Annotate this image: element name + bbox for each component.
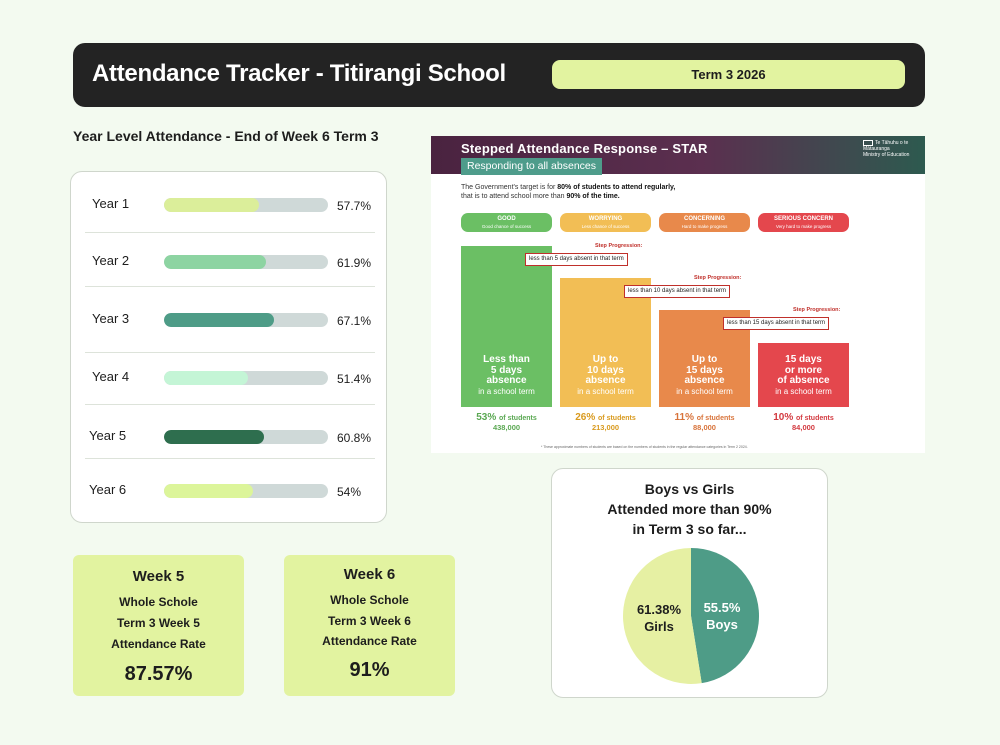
- column-note: in a school term: [461, 387, 552, 397]
- year-progress-fill: [164, 198, 259, 212]
- pie-slice-label: Boys: [706, 617, 738, 632]
- student-stat: 26% of students 213,000: [560, 412, 651, 432]
- week-title: Week 5: [73, 568, 244, 585]
- week-rate-card: Week 5 Whole Schole Term 3 Week 5 Attendanc…: [73, 555, 244, 696]
- year-progress-track: [164, 198, 328, 212]
- week-line: Attendance Rate: [73, 637, 244, 651]
- year-percent: 60.8%: [337, 430, 371, 446]
- column-note: in a school term: [758, 387, 849, 397]
- column-note: in a school term: [659, 387, 750, 397]
- category-pill: GOOD Good chance of success: [461, 213, 552, 232]
- page-title: Attendance Tracker - Titirangi School: [92, 60, 506, 88]
- year-percent: 61.9%: [337, 255, 371, 271]
- week-rate-value: 91%: [284, 659, 455, 682]
- student-stat: 53% of students 438,000: [461, 412, 552, 432]
- ministry-logo: Te Tāhuhu o te Mātauranga Ministry of Edu…: [863, 140, 925, 158]
- year-progress-track: [164, 255, 328, 269]
- column-heading: Less than 5 days absence: [461, 355, 552, 387]
- pie-chart: 55.5% Boys 61.38% Girls: [552, 469, 829, 699]
- year-progress-track: [164, 371, 328, 385]
- term-badge[interactable]: Term 3 2026: [552, 60, 905, 89]
- year-percent: 57.7%: [337, 198, 371, 214]
- row-divider: [85, 458, 375, 459]
- week-line: Whole Schole: [284, 593, 455, 607]
- year-label: Year 2: [92, 253, 129, 269]
- absence-column: 15 days or more of absence in a school term: [758, 343, 849, 407]
- year-label: Year 3: [92, 311, 129, 327]
- step-progression-box: less than 10 days absent in that term: [624, 285, 730, 298]
- week-line: Term 3 Week 6: [284, 614, 455, 628]
- row-divider: [85, 352, 375, 353]
- star-subtitle: Responding to all absences: [461, 158, 602, 175]
- step-progression-box: less than 15 days absent in that term: [723, 317, 829, 330]
- week-rate-card: Week 6 Whole Schole Term 3 Week 6 Attendanc…: [284, 555, 455, 696]
- year-label: Year 5: [89, 428, 126, 444]
- student-stat: 10% of students 84,000: [758, 412, 849, 432]
- pie-slice-label: Girls: [644, 619, 674, 634]
- step-progression-label: Step Progression:: [595, 243, 642, 249]
- pie-slice-boys: [691, 548, 759, 683]
- year-label: Year 1: [92, 196, 129, 212]
- header-bar: Attendance Tracker - Titirangi School Te…: [73, 43, 925, 107]
- student-stat: 11% of students 88,000: [659, 412, 750, 432]
- boys-girls-pie-card: Boys vs Girls Attended more than 90% in …: [551, 468, 828, 698]
- pie-slice-value: 55.5%: [704, 600, 741, 615]
- week-rate-value: 87.57%: [73, 663, 244, 686]
- year-progress-fill: [164, 255, 266, 269]
- pie-slice-value: 61.38%: [637, 602, 682, 617]
- step-progression-box: less than 5 days absent in that term: [525, 253, 628, 266]
- week-line: Whole Schole: [73, 595, 244, 609]
- column-heading: Up to 10 days absence: [560, 355, 651, 387]
- week-line: Attendance Rate: [284, 634, 455, 648]
- year-label: Year 6: [89, 482, 126, 498]
- category-pill: SERIOUS CONCERN Very hard to make progres…: [758, 213, 849, 232]
- category-pill: CONCERNING Hard to make progress: [659, 213, 750, 232]
- year-progress-track: [164, 313, 328, 327]
- category-pill: WORRYING Less chance of success: [560, 213, 651, 232]
- row-divider: [85, 286, 375, 287]
- column-heading: 15 days or more of absence: [758, 355, 849, 387]
- absence-column: Less than 5 days absence in a school term: [461, 246, 552, 407]
- year-progress-track: [164, 430, 328, 444]
- column-heading: Up to 15 days absence: [659, 355, 750, 387]
- year-section-title: Year Level Attendance - End of Week 6 Te…: [73, 128, 379, 144]
- year-progress-fill: [164, 430, 264, 444]
- step-progression-label: Step Progression:: [793, 307, 840, 313]
- week-line: Term 3 Week 5: [73, 616, 244, 630]
- year-progress-track: [164, 484, 328, 498]
- star-title: Stepped Attendance Response – STAR: [461, 141, 708, 156]
- row-divider: [85, 404, 375, 405]
- star-target-text: The Government's target is for 80% of st…: [461, 183, 761, 201]
- week-title: Week 6: [284, 566, 455, 583]
- year-progress-fill: [164, 484, 253, 498]
- year-percent: 54%: [337, 484, 361, 500]
- star-infographic: Stepped Attendance Response – STAR Respo…: [431, 136, 925, 453]
- year-label: Year 4: [92, 369, 129, 385]
- year-progress-fill: [164, 371, 248, 385]
- row-divider: [85, 232, 375, 233]
- year-percent: 51.4%: [337, 371, 371, 387]
- year-progress-fill: [164, 313, 274, 327]
- year-percent: 67.1%: [337, 313, 371, 329]
- year-attendance-card: Year 1 57.7% Year 2 61.9% Year 3 67.1% Year 4 5…: [70, 171, 387, 523]
- star-footnote: * These approximate numbers of students …: [541, 445, 748, 449]
- step-progression-label: Step Progression:: [694, 275, 741, 281]
- column-note: in a school term: [560, 387, 651, 397]
